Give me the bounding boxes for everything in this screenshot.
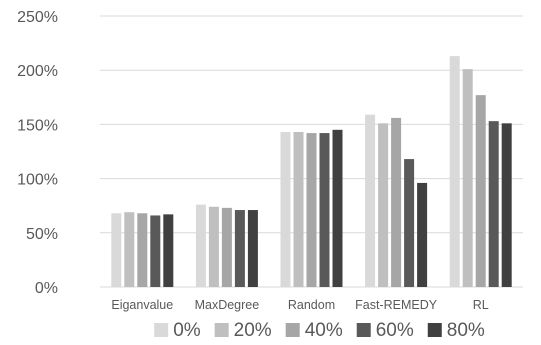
x-category-label: Fast-REMEDY xyxy=(355,298,438,312)
bar-rl-60pct xyxy=(488,121,499,287)
legend-item: 40% xyxy=(285,320,343,341)
bar-eiganvalue-40pct xyxy=(137,213,148,287)
bar-eiganvalue-60pct xyxy=(150,215,161,287)
x-category-label: Random xyxy=(288,298,335,312)
legend-swatch xyxy=(427,323,442,337)
y-tick-label: 50% xyxy=(26,226,58,243)
bar-fast-remedy-80pct xyxy=(417,182,428,287)
legend-swatch xyxy=(214,323,229,337)
bar-maxdegree-80pct xyxy=(247,210,258,287)
bar-random-0pct xyxy=(280,131,291,287)
y-tick-label: 150% xyxy=(17,117,58,134)
bar-eiganvalue-80pct xyxy=(163,214,174,287)
bars xyxy=(111,56,512,287)
bar-random-40pct xyxy=(306,133,317,287)
x-category-label: Eiganvalue xyxy=(111,298,173,312)
bar-rl-40pct xyxy=(475,95,486,287)
x-category-label: RL xyxy=(473,298,489,312)
legend-label: 0% xyxy=(173,320,201,341)
y-tick-label: 0% xyxy=(35,280,58,297)
bar-rl-80pct xyxy=(501,123,512,287)
y-tick-label: 100% xyxy=(17,172,58,189)
bar-maxdegree-20pct xyxy=(208,206,219,287)
x-category-label: MaxDegree xyxy=(195,298,260,312)
bar-maxdegree-60pct xyxy=(234,210,245,287)
bar-maxdegree-0pct xyxy=(195,204,206,287)
bar-rl-20pct xyxy=(462,69,473,287)
bar-eiganvalue-0pct xyxy=(111,213,122,287)
bar-fast-remedy-60pct xyxy=(404,159,415,287)
legend-swatch xyxy=(154,323,169,337)
bar-eiganvalue-20pct xyxy=(124,212,135,287)
bar-random-20pct xyxy=(293,131,304,287)
bar-fast-remedy-0pct xyxy=(365,114,376,287)
bar-fast-remedy-20pct xyxy=(378,123,389,287)
y-axis-tick-labels: 0% 50% 100% 150% 200% 250% xyxy=(17,9,58,297)
legend-label: 80% xyxy=(447,320,485,341)
legend-item: 20% xyxy=(214,320,272,341)
y-tick-label: 200% xyxy=(17,63,58,80)
legend-swatch xyxy=(356,323,371,337)
legend-label: 20% xyxy=(234,320,272,341)
bar-random-60pct xyxy=(319,133,330,287)
bar-fast-remedy-40pct xyxy=(391,117,402,287)
legend-swatch xyxy=(285,323,300,337)
legend-item: 80% xyxy=(427,320,485,341)
legend-item: 60% xyxy=(356,320,414,341)
bar-maxdegree-40pct xyxy=(221,207,232,287)
bar-rl-0pct xyxy=(449,56,460,287)
legend-item: 0% xyxy=(154,320,201,341)
legend-label: 40% xyxy=(305,320,343,341)
legend-label: 60% xyxy=(376,320,414,341)
bar-random-80pct xyxy=(332,129,343,287)
y-tick-label: 250% xyxy=(17,9,58,26)
x-axis-category-labels: Eiganvalue MaxDegree Random Fast-REMEDY RL xyxy=(111,298,488,312)
legend: 0% 20% 40% 60% 80% xyxy=(154,320,485,341)
